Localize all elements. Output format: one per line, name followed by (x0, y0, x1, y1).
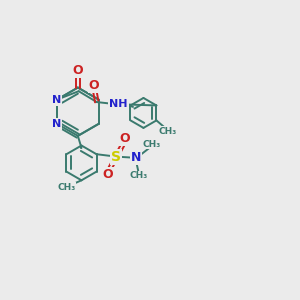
Text: N: N (52, 119, 62, 129)
Text: CH₃: CH₃ (129, 171, 148, 180)
Text: NH: NH (109, 100, 128, 110)
Text: O: O (88, 79, 99, 92)
Text: O: O (103, 168, 113, 181)
Text: O: O (119, 132, 130, 145)
Text: N: N (131, 151, 141, 164)
Text: CH₃: CH₃ (158, 127, 176, 136)
Text: CH₃: CH₃ (143, 140, 161, 148)
Text: S: S (111, 150, 121, 164)
Text: O: O (73, 64, 83, 77)
Text: N: N (52, 94, 62, 105)
Text: CH₃: CH₃ (57, 183, 75, 192)
